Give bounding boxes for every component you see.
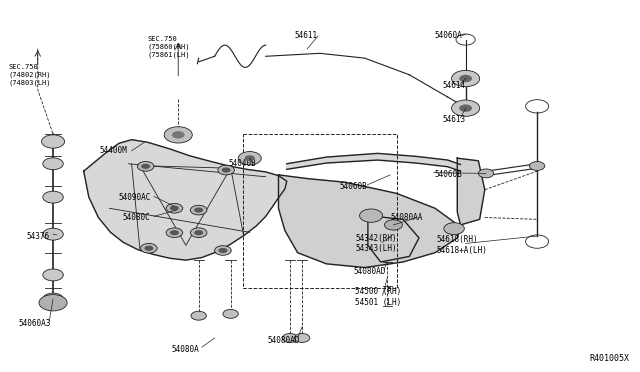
- Polygon shape: [278, 175, 461, 267]
- Circle shape: [190, 228, 207, 237]
- Circle shape: [164, 127, 192, 143]
- Circle shape: [166, 228, 182, 237]
- Text: 54400M: 54400M: [100, 146, 127, 155]
- Text: 54080A: 54080A: [172, 344, 200, 353]
- Text: 54618(RH)
54618+A(LH): 54618(RH) 54618+A(LH): [437, 235, 488, 255]
- Text: 54080AA: 54080AA: [390, 213, 422, 222]
- Text: 54342(RH)
54343(LH): 54342(RH) 54343(LH): [355, 234, 397, 253]
- Circle shape: [43, 191, 63, 203]
- Text: 54060A: 54060A: [435, 31, 463, 41]
- Circle shape: [191, 311, 206, 320]
- Polygon shape: [458, 158, 484, 225]
- Text: SEC.750
(74802(RH)
(74803(LH): SEC.750 (74802(RH) (74803(LH): [8, 64, 51, 86]
- Text: 54376: 54376: [26, 231, 49, 241]
- Circle shape: [360, 209, 383, 222]
- Circle shape: [294, 334, 310, 342]
- Circle shape: [460, 105, 472, 112]
- Circle shape: [145, 246, 154, 251]
- Circle shape: [43, 158, 63, 170]
- Text: 54040B: 54040B: [228, 159, 257, 168]
- Text: 54060A3: 54060A3: [19, 319, 51, 328]
- Circle shape: [190, 205, 207, 215]
- Circle shape: [141, 243, 157, 253]
- Circle shape: [223, 310, 238, 318]
- Circle shape: [452, 100, 479, 116]
- Circle shape: [244, 155, 255, 161]
- Circle shape: [43, 228, 63, 240]
- Circle shape: [238, 151, 261, 165]
- Circle shape: [138, 161, 154, 171]
- Circle shape: [194, 230, 203, 235]
- Circle shape: [172, 131, 184, 138]
- Circle shape: [460, 75, 472, 82]
- Text: 54080AD: 54080AD: [268, 336, 300, 346]
- Circle shape: [39, 295, 67, 311]
- Text: 54060B: 54060B: [339, 182, 367, 190]
- Text: 54080C: 54080C: [122, 213, 150, 222]
- Circle shape: [282, 334, 298, 342]
- Circle shape: [42, 135, 65, 148]
- Circle shape: [444, 223, 465, 235]
- Circle shape: [218, 165, 234, 175]
- Text: 54500 (RH)
54501 (LH): 54500 (RH) 54501 (LH): [355, 287, 401, 307]
- Text: 54611: 54611: [294, 31, 317, 41]
- Circle shape: [194, 208, 203, 213]
- Polygon shape: [84, 140, 287, 260]
- Polygon shape: [368, 216, 419, 262]
- Text: 54090AC: 54090AC: [119, 193, 151, 202]
- Circle shape: [141, 164, 150, 169]
- Circle shape: [529, 161, 545, 170]
- Text: R401005X: R401005X: [589, 354, 630, 363]
- Circle shape: [214, 246, 231, 255]
- Circle shape: [221, 167, 230, 173]
- Text: 54614: 54614: [443, 81, 466, 90]
- Circle shape: [218, 248, 227, 253]
- Polygon shape: [287, 153, 461, 171]
- Circle shape: [170, 230, 179, 235]
- Circle shape: [43, 269, 63, 281]
- Text: 54080AD: 54080AD: [354, 267, 386, 276]
- Text: SEC.750
(75860(RH)
(75861(LH): SEC.750 (75860(RH) (75861(LH): [148, 36, 190, 58]
- Circle shape: [170, 206, 179, 211]
- Circle shape: [43, 293, 63, 305]
- Text: 54060B: 54060B: [435, 170, 463, 179]
- Circle shape: [385, 220, 403, 230]
- Circle shape: [478, 169, 493, 178]
- Circle shape: [166, 203, 182, 213]
- Text: 54613: 54613: [443, 115, 466, 124]
- Circle shape: [452, 70, 479, 87]
